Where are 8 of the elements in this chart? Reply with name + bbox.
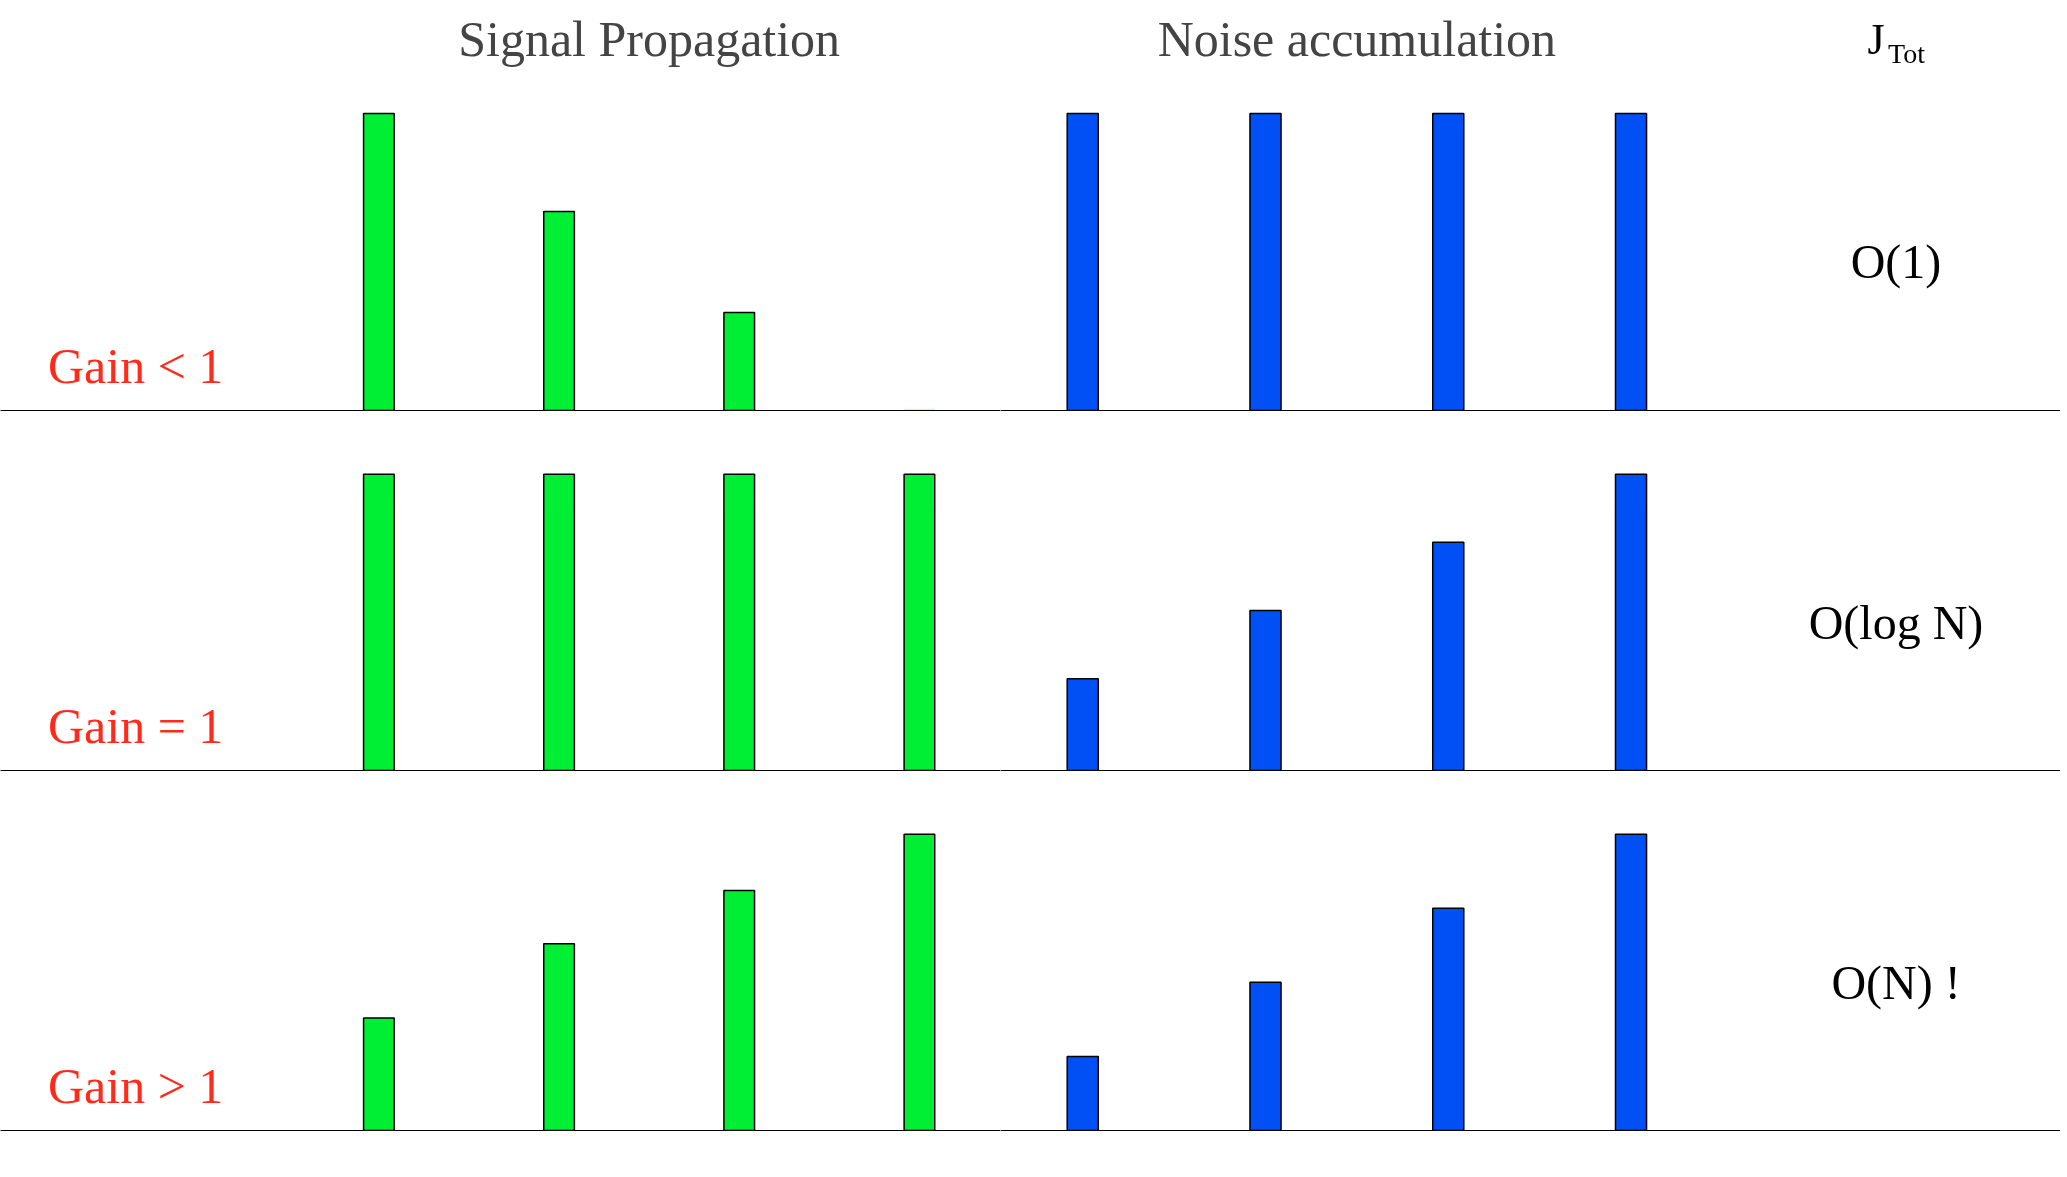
text: Gain = 1	[47, 698, 224, 755]
text: Gain > 1	[47, 1058, 224, 1115]
text: Gain < 1	[47, 337, 224, 394]
text: O(N) !	[1831, 955, 1961, 1010]
chart-title: Signal Propagation	[458, 11, 841, 68]
chart-title: Noise accumulation	[1157, 11, 1557, 68]
text: O(log N)	[1808, 595, 1984, 650]
text: O(1)	[1850, 235, 1942, 290]
